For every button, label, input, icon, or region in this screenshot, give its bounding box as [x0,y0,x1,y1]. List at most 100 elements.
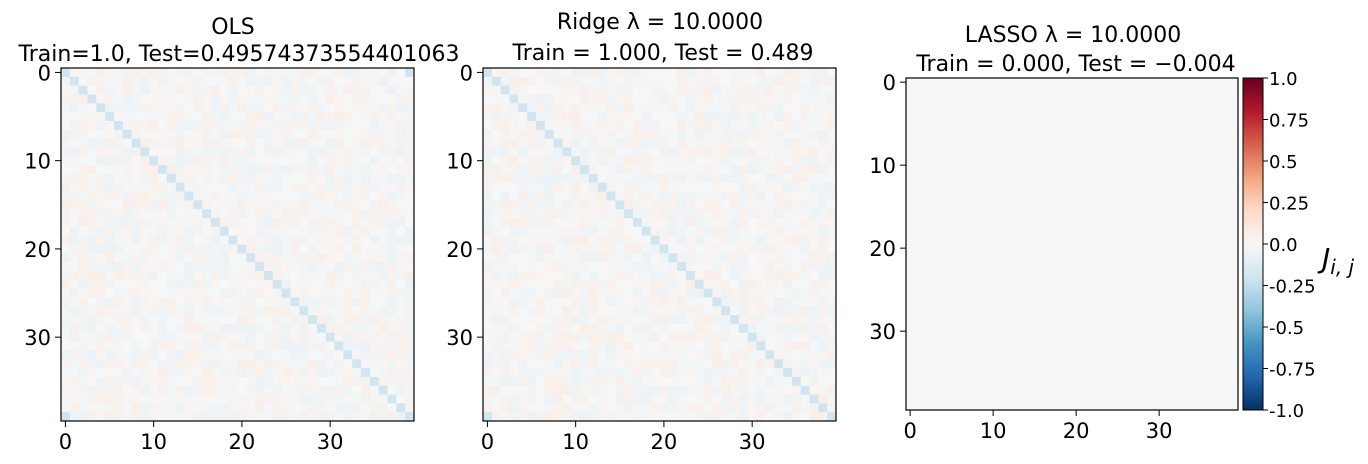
heatmap-cell [1022,335,1031,344]
heatmap-cell [1055,285,1065,295]
heatmap-cell [1196,202,1206,212]
heatmap-cell [624,412,634,422]
heatmap-cell [668,341,678,351]
heatmap-cell [78,368,88,378]
heatmap-cell [166,315,177,325]
heatmap-cell [308,403,318,413]
heatmap-cell [1155,310,1164,320]
heatmap-cell [343,368,353,378]
heatmap-cell [997,227,1006,237]
heatmap-cell [483,103,493,113]
heatmap-cell [158,350,168,360]
heatmap-cell [997,293,1006,303]
heatmap-cell [677,315,687,325]
heatmap-cell [633,297,643,307]
heatmap-cell [211,94,221,104]
heatmap-cell [588,341,599,351]
heatmap-cell [483,332,493,342]
heatmap-cell [69,376,80,387]
heatmap-cell [61,209,71,219]
heatmap-cell [989,127,998,137]
heatmap-cell [571,85,581,95]
heatmap-cell [87,376,97,387]
heatmap-cell [633,120,643,131]
colorbar: 1.00.750.50.250.0-0.25-0.5-0.75-1.0 Ji, … [1242,69,1355,422]
heatmap-cell [61,412,71,422]
heatmap-cell [712,306,722,316]
heatmap-cell [694,191,705,201]
heatmap-cell [588,68,599,78]
heatmap-cell [316,323,327,334]
heatmap-cell [641,182,652,192]
heatmap-cell [263,138,274,148]
heatmap-cell [765,262,775,272]
heatmap-cell [1155,401,1164,411]
heatmap-cell [747,403,757,413]
heatmap-cell [730,138,740,148]
heatmap-cell [588,226,599,237]
heatmap-cell [113,376,124,387]
heatmap-cell [765,191,775,201]
heatmap-cell [96,112,106,122]
heatmap-cell [61,120,71,131]
heatmap-cell [1063,285,1073,295]
heatmap-cell [721,94,731,104]
heatmap-cell [272,94,283,104]
heatmap-cell [791,262,802,272]
heatmap-cell [1171,343,1181,353]
heatmap-cell [606,209,616,219]
heatmap-cell [361,262,371,272]
heatmap-cell [712,394,722,404]
heatmap-cell [184,76,194,87]
heatmap-cell [1121,393,1131,403]
heatmap-cell [562,244,572,254]
heatmap-cell [211,350,221,360]
heatmap-cell [361,138,371,148]
heatmap-cell [228,112,238,122]
heatmap-cell [149,156,159,166]
heatmap-cell [721,253,731,263]
heatmap-cell [694,120,705,131]
heatmap-cell [1005,343,1015,353]
heatmap-cell [800,297,810,307]
heatmap-cell [615,359,625,369]
heatmap-cell [69,315,80,325]
heatmap-cell [800,350,810,360]
heatmap-cell [774,173,784,184]
heatmap-cell [756,385,766,395]
heatmap-cell [1096,244,1106,253]
heatmap-cell [166,359,177,369]
heatmap-cell [246,138,256,148]
heatmap-cell [1072,177,1081,187]
heatmap-cell [1005,293,1015,303]
heatmap-cell [809,85,819,95]
heatmap-cell [980,227,990,237]
heatmap-cell [1047,310,1056,320]
heatmap-cell [1005,260,1015,270]
heatmap-cell [96,218,106,228]
heatmap-cell [947,127,957,137]
heatmap-cell [939,235,948,245]
heatmap-cell [1047,119,1056,129]
heatmap-cell [308,147,318,157]
heatmap-cell [597,182,607,192]
heatmap-cell [756,368,766,378]
heatmap-cell [1188,169,1197,178]
heatmap-cell [1072,169,1081,178]
heatmap-cell [930,310,940,320]
heatmap-cell [184,315,194,325]
heatmap-cell [140,85,150,95]
heatmap-cell [947,376,957,386]
heatmap-cell [914,219,923,228]
heatmap-cell [641,156,652,166]
heatmap-cell [263,394,274,404]
heatmap-cell [922,310,932,320]
x-tick-label: 10 [562,430,589,454]
heatmap-cell [500,350,510,360]
heatmap-cell [272,253,283,263]
heatmap-cell [122,350,132,360]
heatmap-cell [765,182,775,192]
heatmap-cell [483,403,493,413]
heatmap-cell [800,68,810,78]
